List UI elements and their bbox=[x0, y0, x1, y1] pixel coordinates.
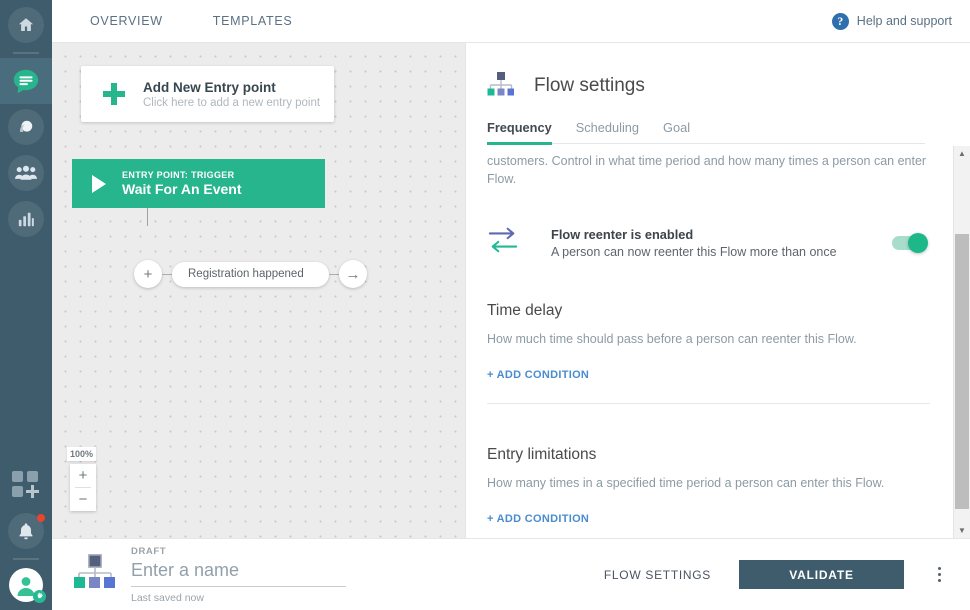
panel-header: Flow settings bbox=[466, 43, 970, 101]
flow-settings-panel: Flow settings Frequency Scheduling Goal … bbox=[465, 43, 970, 538]
top-bar: OVERVIEW TEMPLATES ? Help and support bbox=[52, 0, 970, 43]
help-label: Help and support bbox=[856, 14, 952, 28]
sidebar-item-home[interactable] bbox=[0, 2, 52, 48]
zoom-level-label: 100% bbox=[67, 447, 97, 461]
flow-canvas[interactable]: Add New Entry point Click here to add a … bbox=[52, 43, 465, 538]
kebab-menu-icon[interactable] bbox=[930, 564, 948, 586]
entry-limitations-title: Entry limitations bbox=[487, 446, 597, 463]
question-mark-circle-icon: ? bbox=[831, 12, 849, 30]
sidebar-item-flows[interactable] bbox=[0, 58, 52, 104]
add-step-button[interactable]: + bbox=[134, 260, 162, 288]
tab-scheduling[interactable]: Scheduling bbox=[575, 120, 640, 135]
home-icon bbox=[8, 7, 44, 43]
tab-frequency[interactable]: Frequency bbox=[487, 120, 552, 145]
page-title: Flow settings bbox=[534, 75, 645, 96]
status-badge: DRAFT bbox=[131, 545, 167, 557]
bar-chart-icon bbox=[8, 201, 44, 237]
bottom-actions: FLOW SETTINGS VALIDATE bbox=[604, 560, 970, 589]
sidebar-item-analytics[interactable] bbox=[0, 196, 52, 242]
notification-badge bbox=[37, 514, 45, 522]
sidebar-divider-bottom bbox=[13, 558, 39, 560]
time-delay-add-condition-button[interactable]: + ADD CONDITION bbox=[487, 369, 590, 381]
connector-dash-left bbox=[162, 273, 172, 275]
apps-grid-plus-icon bbox=[11, 470, 41, 500]
scroll-up-arrow[interactable]: ▲ bbox=[958, 149, 966, 158]
flow-tree-icon bbox=[487, 71, 514, 101]
add-entry-subtitle: Click here to add a new entry point bbox=[143, 96, 321, 109]
help-and-support-button[interactable]: ? Help and support bbox=[831, 12, 952, 30]
zoom-divider bbox=[75, 487, 91, 488]
trigger-kicker: ENTRY POINT: TRIGGER bbox=[122, 170, 235, 180]
connector-dash-right bbox=[329, 273, 339, 275]
time-delay-description: How much time should pass before a perso… bbox=[487, 332, 857, 346]
last-saved-text: Last saved now bbox=[131, 591, 204, 604]
plus-icon bbox=[103, 83, 125, 105]
next-step-arrow-button[interactable]: → bbox=[339, 260, 367, 288]
condition-row: + Registration happened → bbox=[134, 260, 367, 288]
validate-button[interactable]: VALIDATE bbox=[739, 560, 904, 589]
flow-name-block: DRAFT Last saved now bbox=[131, 546, 346, 604]
add-new-entry-point-card[interactable]: Add New Entry point Click here to add a … bbox=[81, 66, 334, 122]
two-way-arrows-icon bbox=[487, 225, 519, 260]
drop-circle-icon bbox=[8, 109, 44, 145]
tab-overview[interactable]: OVERVIEW bbox=[90, 14, 163, 28]
zoom-controls: 100% + − bbox=[67, 447, 97, 511]
chat-message-icon bbox=[8, 63, 44, 99]
flow-settings-button[interactable]: FLOW SETTINGS bbox=[603, 567, 711, 582]
frequency-intro-text: customers. Control in what time period a… bbox=[487, 154, 927, 186]
sidebar-item-segments[interactable] bbox=[0, 104, 52, 150]
entry-limitations-add-condition-button[interactable]: + ADD CONDITION bbox=[487, 513, 590, 525]
scrollbar-thumb[interactable] bbox=[955, 234, 969, 509]
flow-reenter-setting: Flow reenter is enabled A person can now… bbox=[487, 225, 930, 260]
zoom-in-button[interactable]: + bbox=[78, 467, 88, 484]
play-triangle-icon bbox=[92, 174, 106, 193]
toggle-knob bbox=[908, 232, 928, 253]
panel-scroll-content: customers. Control in what time period a… bbox=[466, 150, 952, 538]
zoom-out-button[interactable]: − bbox=[78, 491, 88, 508]
top-nav: OVERVIEW TEMPLATES bbox=[52, 14, 306, 28]
trigger-title: Wait For An Event bbox=[122, 181, 242, 197]
section-divider bbox=[487, 403, 930, 404]
flow-reenter-toggle[interactable] bbox=[892, 232, 928, 253]
section-entry-limitations: Entry limitations How many times in a sp… bbox=[487, 446, 930, 527]
sidebar-item-apps[interactable] bbox=[0, 462, 52, 508]
entry-point-trigger-node[interactable]: ENTRY POINT: TRIGGER Wait For An Event bbox=[72, 159, 325, 208]
tab-templates[interactable]: TEMPLATES bbox=[212, 14, 293, 28]
user-avatar-gear-icon bbox=[9, 568, 46, 603]
node-connector-line bbox=[147, 208, 148, 226]
condition-pill[interactable]: Registration happened bbox=[172, 261, 329, 287]
entry-limitations-description: How many times in a specified time perio… bbox=[487, 476, 885, 490]
sidebar-item-account[interactable] bbox=[0, 564, 52, 610]
people-group-icon bbox=[8, 155, 44, 191]
section-time-delay: Time delay How much time should pass bef… bbox=[487, 302, 930, 404]
scroll-down-arrow[interactable]: ▼ bbox=[958, 526, 966, 535]
panel-scrollbar[interactable]: ▲ ▼ bbox=[953, 146, 970, 538]
panel-tabs: Frequency Scheduling Goal bbox=[487, 120, 925, 145]
flow-tree-icon bbox=[73, 553, 117, 596]
flow-name-input[interactable] bbox=[131, 556, 346, 587]
time-delay-title: Time delay bbox=[487, 302, 563, 319]
bottom-bar: DRAFT Last saved now FLOW SETTINGS VALID… bbox=[52, 538, 970, 610]
sidebar-item-notifications[interactable] bbox=[0, 508, 52, 554]
reenter-subtitle: A person can now reenter this Flow more … bbox=[551, 244, 837, 259]
sidebar-item-audience[interactable] bbox=[0, 150, 52, 196]
tab-goal[interactable]: Goal bbox=[663, 120, 691, 135]
sidebar-divider-top bbox=[13, 52, 39, 54]
gear-icon bbox=[33, 590, 46, 603]
add-entry-title: Add New Entry point bbox=[143, 79, 276, 95]
left-sidebar bbox=[0, 0, 52, 610]
reenter-title: Flow reenter is enabled bbox=[551, 226, 694, 242]
